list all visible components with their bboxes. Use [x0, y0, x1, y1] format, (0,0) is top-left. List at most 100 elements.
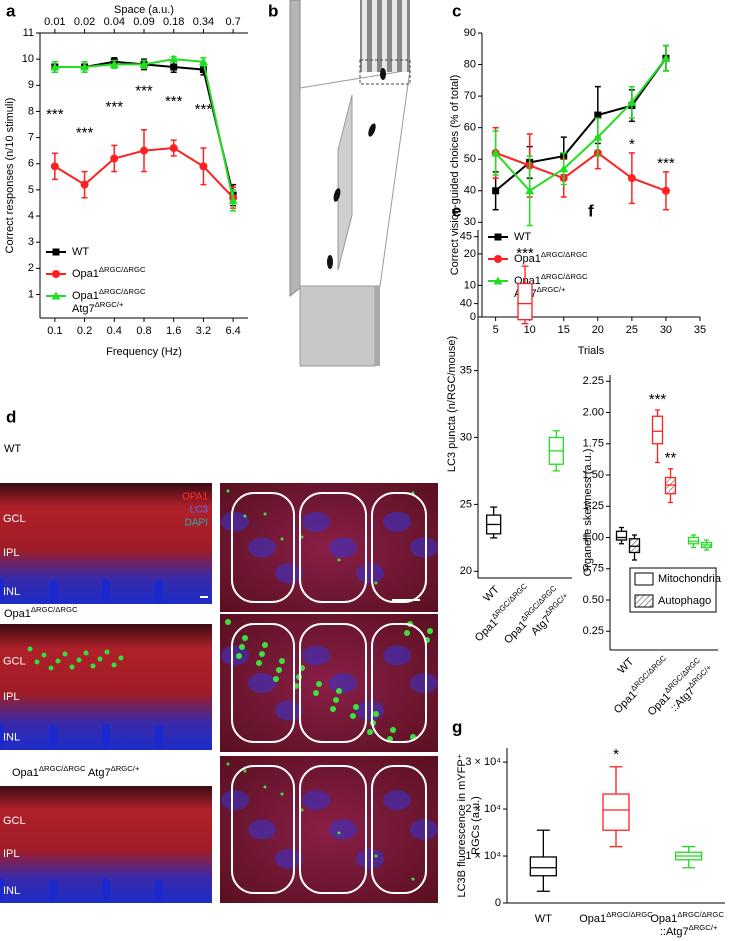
legend-marker — [493, 276, 503, 285]
x-tick-label: WT — [535, 913, 552, 925]
x-tick-label: 20 — [592, 324, 604, 336]
y-tick-label: 1.50 — [583, 469, 604, 481]
panel-label: e — [452, 201, 461, 220]
maze-wall — [289, 0, 301, 298]
y-tick-label: 35 — [460, 364, 472, 376]
y-tick-label: 7 — [28, 131, 34, 143]
row-label: Opa1ΔRGC/ΔRGC — [4, 605, 78, 620]
lc3-punctum — [34, 659, 40, 665]
y-tick-label: 30 — [460, 431, 472, 443]
x-tick-label: 0.8 — [136, 325, 151, 337]
lc3-punctum — [226, 489, 230, 493]
annotation: *** — [46, 106, 64, 123]
panel-label: d — [6, 407, 16, 426]
lc3-punctum — [243, 769, 247, 773]
y-axis-label: Organelle skewness (a.u.) — [582, 449, 594, 577]
layer-label: IPL — [3, 848, 20, 860]
lc3-punctum — [90, 663, 96, 669]
y-tick-label: 0 — [470, 311, 476, 323]
nucleus — [383, 645, 411, 666]
cell-outline — [371, 765, 427, 894]
text-part: ΔRGC/ΔRGC — [99, 287, 146, 296]
lc3-punctum — [336, 688, 342, 694]
x2-tick-label: 0.04 — [104, 16, 125, 28]
x-tick-label: 15 — [558, 324, 570, 336]
y-tick-label: 9 — [28, 79, 34, 91]
marker — [109, 59, 119, 68]
marker — [491, 148, 501, 157]
x-tick-label: 6.4 — [225, 325, 240, 337]
nucleus — [102, 723, 110, 732]
legend-label: Autophago — [658, 595, 711, 607]
lc3-punctum — [239, 644, 245, 650]
series-line — [494, 57, 667, 193]
marker — [559, 164, 569, 173]
maze-divider — [337, 94, 353, 271]
nucleus — [356, 700, 384, 721]
marker — [140, 146, 148, 155]
box — [602, 793, 630, 831]
nucleus — [302, 790, 330, 811]
nucleus — [49, 580, 57, 589]
lc3-punctum — [259, 651, 265, 657]
grating-stripes — [362, 0, 407, 72]
layer-label: INL — [3, 586, 20, 598]
lc3-punctum — [276, 667, 282, 673]
annotation: *** — [135, 83, 153, 100]
nucleus — [248, 537, 276, 558]
nucleus — [155, 883, 163, 892]
text-part: WT — [72, 246, 89, 258]
layer-label: GCL — [3, 656, 26, 668]
y-tick-label: 0.75 — [583, 563, 604, 575]
lc3-punctum — [427, 628, 433, 634]
marker — [661, 53, 671, 62]
marker — [199, 66, 207, 74]
x-axis-label: Trials — [578, 345, 605, 357]
cell-outline — [231, 765, 295, 894]
lc3-punctum — [225, 619, 231, 625]
panel-label: g — [452, 717, 462, 736]
layer-label: IPL — [3, 691, 20, 703]
legend-label: Opa1ΔRGC/ΔRGC — [72, 265, 146, 280]
lc3-punctum — [333, 697, 339, 703]
nucleus — [221, 511, 249, 532]
layer-label: INL — [3, 731, 20, 743]
marker — [80, 180, 89, 189]
panel-label: f — [588, 201, 594, 220]
y-tick-label: 0 — [495, 897, 501, 909]
lc3-punctum — [62, 651, 68, 657]
x-tick-label: 30 — [660, 324, 672, 336]
text-part: ΔRGC/+ — [111, 764, 140, 773]
lc3-punctum — [300, 808, 304, 812]
nucleus — [302, 511, 330, 532]
lc3-punctum — [280, 792, 284, 796]
y-tick-label: 1 × 10⁴ — [465, 850, 501, 862]
y-tick-label: 1.25 — [583, 500, 604, 512]
nucleus — [0, 581, 4, 590]
x-tick-label: Opa1ΔRGC/ΔRGC — [579, 910, 653, 925]
nucleus — [275, 848, 303, 869]
text-part: ΔRGC/ΔRGC — [541, 272, 588, 281]
text-part: WT — [616, 655, 637, 676]
cell-outline — [231, 492, 295, 603]
panel-label: c — [452, 1, 461, 20]
text-part: ΔRGC/+ — [689, 923, 718, 932]
marker — [492, 187, 500, 195]
legend-label: WT — [72, 246, 89, 258]
x2-tick-label: 0.18 — [163, 16, 184, 28]
text-part: Atg7ΔRGC/+ — [527, 590, 575, 638]
legend-marker — [51, 291, 61, 300]
annotation: ** — [665, 450, 677, 467]
lc3-punctum — [256, 660, 262, 666]
nucleus — [102, 578, 110, 587]
y-tick-label: 11 — [23, 27, 34, 39]
text-part: ΔRGC/ΔRGC — [99, 265, 146, 274]
lc3-punctum — [97, 656, 103, 662]
marker — [198, 57, 208, 66]
nucleus — [49, 594, 57, 603]
legend-marker — [494, 255, 502, 263]
lc3-punctum — [83, 650, 89, 656]
lc3-punctum — [263, 512, 267, 516]
cell-outline — [299, 492, 367, 603]
x2-tick-label: 0.01 — [44, 16, 65, 28]
